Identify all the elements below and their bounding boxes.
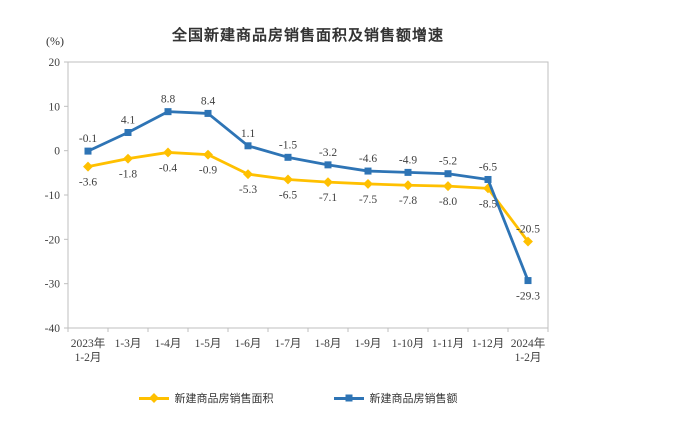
series-line-sales-amount	[87, 110, 530, 282]
data-label-sales-amount: -6.5	[479, 161, 497, 173]
y-axis-label: 0	[54, 146, 60, 158]
diamond-marker-sales-area	[323, 177, 333, 188]
y-axis-label: -10	[45, 190, 61, 202]
legend-item-sales-amount: 新建商品房销售额	[333, 390, 458, 406]
square-marker-sales-amount	[164, 108, 172, 116]
square-marker-sales-amount	[244, 142, 252, 150]
diamond-marker-sales-area	[523, 236, 533, 247]
data-label-sales-area: -1.8	[119, 169, 137, 181]
data-label-sales-area: -8.5	[479, 198, 497, 210]
diamond-marker-icon	[148, 393, 159, 403]
y-axis-unit-label: (%)	[46, 34, 64, 48]
data-label-sales-area: -8.0	[439, 196, 457, 208]
x-axis-label: 1-5月	[195, 338, 222, 350]
x-axis-label: 1-2月	[515, 352, 542, 364]
diamond-marker-sales-area	[163, 147, 173, 158]
data-label-sales-area: -6.5	[279, 189, 297, 201]
x-axis-label: 1-7月	[275, 338, 302, 350]
legend-label-sales-area: 新建商品房销售面积	[174, 392, 274, 405]
y-axis-label: 20	[49, 57, 61, 69]
square-marker-sales-amount	[204, 109, 212, 117]
data-label-sales-amount: -4.9	[399, 154, 417, 166]
x-axis-label: 1-10月	[392, 338, 425, 350]
data-label-sales-area: -5.3	[239, 184, 257, 196]
data-label-sales-amount: -3.2	[319, 147, 337, 159]
square-marker-sales-amount	[364, 167, 372, 175]
diamond-marker-sales-area	[83, 161, 93, 172]
data-label-sales-area: -20.5	[516, 224, 540, 236]
sales-amount-line-icon	[333, 394, 364, 402]
square-marker-sales-amount	[484, 175, 492, 183]
square-marker-sales-amount	[284, 153, 292, 161]
data-label-sales-amount: -4.6	[359, 153, 377, 165]
chart-title: 全国新建商品房销售面积及销售额增速	[171, 26, 444, 44]
square-marker-sales-amount	[124, 128, 132, 136]
data-label-sales-area: -0.9	[199, 165, 217, 177]
x-axis-label: 1-3月	[115, 338, 142, 350]
diamond-marker-sales-area	[403, 180, 413, 191]
series-line-sales-area	[87, 151, 530, 243]
x-axis-label: 1-11月	[432, 338, 464, 350]
data-label-sales-area: -3.6	[79, 177, 97, 189]
y-axis-label: 10	[49, 101, 61, 113]
data-label-sales-area: -0.4	[159, 162, 177, 174]
data-label-sales-amount: 8.8	[161, 94, 176, 106]
plot-border	[67, 61, 549, 329]
data-label-sales-amount: 1.1	[241, 128, 256, 140]
x-axis-label: 2024年	[511, 336, 546, 350]
data-label-sales-amount: 4.1	[121, 114, 136, 126]
x-axis-label: 1-8月	[315, 338, 342, 350]
square-marker-sales-amount	[324, 161, 332, 169]
legend-item-sales-area: 新建商品房销售面积	[138, 390, 274, 406]
data-label-sales-area: -7.1	[319, 192, 337, 204]
x-axis-label: 1-4月	[155, 338, 182, 350]
data-label-sales-area: -7.8	[399, 195, 417, 207]
diamond-marker-sales-area	[363, 178, 373, 189]
x-axis-label: 2023年	[71, 336, 106, 350]
x-axis-label: 1-12月	[472, 338, 505, 350]
square-marker-sales-amount	[84, 147, 92, 155]
data-label-sales-amount: -5.2	[439, 156, 457, 168]
data-label-sales-amount: -1.5	[279, 139, 297, 151]
square-marker-icon	[345, 394, 352, 402]
diamond-marker-sales-area	[283, 174, 293, 185]
square-marker-sales-amount	[404, 168, 412, 176]
sales-area-line-icon	[138, 393, 169, 403]
data-label-sales-area: -7.5	[359, 194, 377, 206]
diamond-marker-sales-area	[203, 149, 213, 160]
y-axis-label: -30	[45, 279, 61, 291]
diamond-marker-sales-area	[443, 181, 453, 192]
y-axis-label: -40	[45, 323, 61, 335]
square-marker-sales-amount	[524, 277, 532, 285]
square-marker-sales-amount	[444, 170, 452, 178]
x-axis-label: 1-2月	[75, 352, 102, 364]
x-axis-label: 1-6月	[235, 338, 262, 350]
data-label-sales-amount: -0.1	[79, 133, 97, 145]
data-label-sales-amount: 8.4	[201, 95, 216, 107]
legend-label-sales-amount: 新建商品房销售额	[369, 392, 458, 405]
diamond-marker-sales-area	[123, 153, 133, 164]
x-axis-label: 1-9月	[355, 338, 382, 350]
chart-legend: 新建商品房销售面积 新建商品房销售额	[68, 390, 528, 406]
data-label-sales-amount: -29.3	[516, 291, 540, 303]
diamond-marker-sales-area	[243, 169, 253, 180]
y-axis-label: -20	[45, 234, 61, 246]
